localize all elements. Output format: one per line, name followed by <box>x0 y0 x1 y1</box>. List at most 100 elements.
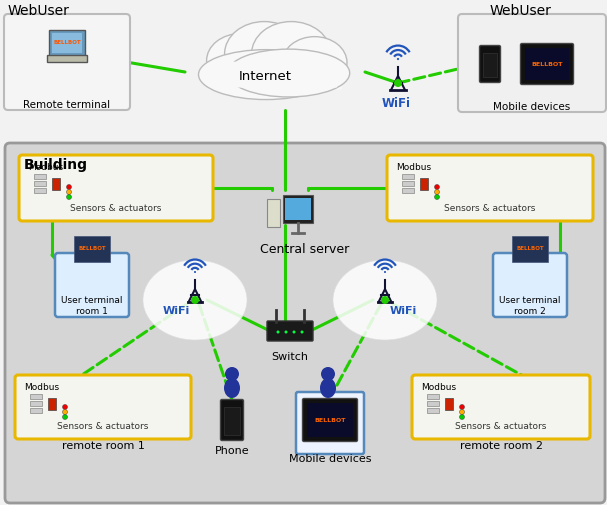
Text: Internet: Internet <box>239 71 291 83</box>
Circle shape <box>435 184 439 189</box>
Bar <box>30 408 42 413</box>
Bar <box>420 178 428 190</box>
Circle shape <box>63 410 67 415</box>
Bar <box>512 236 548 262</box>
Text: Modbus: Modbus <box>24 383 59 392</box>
FancyBboxPatch shape <box>208 57 342 89</box>
Text: Mobile devices: Mobile devices <box>289 454 371 464</box>
Text: BELLBOT: BELLBOT <box>516 246 544 251</box>
Circle shape <box>381 296 389 304</box>
Bar <box>402 174 414 179</box>
Text: User terminal
room 1: User terminal room 1 <box>61 296 123 316</box>
Bar <box>525 48 569 80</box>
Text: Remote terminal: Remote terminal <box>24 100 110 110</box>
Ellipse shape <box>320 378 336 398</box>
FancyBboxPatch shape <box>458 14 606 112</box>
Text: Modbus: Modbus <box>28 163 63 172</box>
FancyBboxPatch shape <box>55 253 129 317</box>
Bar <box>285 198 311 220</box>
Text: Phone: Phone <box>215 446 249 456</box>
FancyBboxPatch shape <box>15 375 191 439</box>
Bar <box>402 188 414 193</box>
Ellipse shape <box>251 22 331 86</box>
Circle shape <box>277 330 279 333</box>
Circle shape <box>459 410 464 415</box>
Bar <box>30 401 42 406</box>
Text: WebUser: WebUser <box>8 4 70 18</box>
Ellipse shape <box>143 260 247 340</box>
Bar <box>52 178 60 190</box>
Text: WebUser: WebUser <box>490 4 552 18</box>
Text: WiFi: WiFi <box>382 97 410 110</box>
Circle shape <box>67 184 72 189</box>
FancyBboxPatch shape <box>19 155 213 221</box>
Circle shape <box>67 189 72 194</box>
Text: BELLBOT: BELLBOT <box>531 62 563 67</box>
FancyBboxPatch shape <box>267 321 313 341</box>
Text: WiFi: WiFi <box>390 306 417 316</box>
FancyBboxPatch shape <box>520 43 574 84</box>
Circle shape <box>225 367 239 381</box>
Text: remote room 1: remote room 1 <box>61 441 144 451</box>
Bar <box>267 199 280 227</box>
Text: Sensors & actuators: Sensors & actuators <box>455 422 547 431</box>
Bar <box>47 55 87 62</box>
Circle shape <box>321 367 335 381</box>
Ellipse shape <box>333 260 437 340</box>
Circle shape <box>397 58 399 60</box>
Bar <box>283 195 313 223</box>
Circle shape <box>194 271 196 273</box>
Text: BELLBOT: BELLBOT <box>78 246 106 251</box>
Bar <box>427 408 439 413</box>
Circle shape <box>459 405 464 410</box>
Bar <box>34 174 46 179</box>
Bar <box>445 398 453 410</box>
Circle shape <box>459 415 464 420</box>
FancyBboxPatch shape <box>296 392 364 454</box>
Bar <box>48 398 56 410</box>
Circle shape <box>63 405 67 410</box>
Text: Central server: Central server <box>260 243 350 256</box>
Circle shape <box>67 194 72 199</box>
FancyBboxPatch shape <box>302 398 358 441</box>
Ellipse shape <box>198 49 333 99</box>
Bar <box>34 181 46 186</box>
Text: Building: Building <box>24 158 88 172</box>
Bar <box>483 53 497 77</box>
Bar <box>402 181 414 186</box>
Ellipse shape <box>227 49 350 97</box>
Circle shape <box>285 330 288 333</box>
FancyBboxPatch shape <box>220 399 243 440</box>
Bar <box>52 33 82 53</box>
Circle shape <box>435 194 439 199</box>
Ellipse shape <box>206 33 275 87</box>
FancyBboxPatch shape <box>387 155 593 221</box>
Text: remote room 2: remote room 2 <box>459 441 543 451</box>
FancyBboxPatch shape <box>493 253 567 317</box>
Text: Mobile devices: Mobile devices <box>493 102 571 112</box>
FancyBboxPatch shape <box>5 143 605 503</box>
Circle shape <box>293 330 296 333</box>
Text: WiFi: WiFi <box>163 306 190 316</box>
Circle shape <box>63 415 67 420</box>
Text: Modbus: Modbus <box>421 383 456 392</box>
Text: Sensors & actuators: Sensors & actuators <box>70 204 161 213</box>
Bar <box>49 30 85 56</box>
Text: Modbus: Modbus <box>396 163 431 172</box>
FancyBboxPatch shape <box>480 45 501 82</box>
Bar <box>427 401 439 406</box>
Bar <box>427 394 439 399</box>
Bar <box>74 236 110 262</box>
Circle shape <box>300 330 304 333</box>
Text: User terminal
room 2: User terminal room 2 <box>499 296 561 316</box>
Bar <box>307 403 353 437</box>
Circle shape <box>384 271 386 273</box>
Text: Sensors & actuators: Sensors & actuators <box>57 422 149 431</box>
Text: Sensors & actuators: Sensors & actuators <box>444 204 536 213</box>
Ellipse shape <box>282 37 347 89</box>
Text: Switch: Switch <box>271 352 308 362</box>
Bar <box>224 407 240 435</box>
Bar <box>30 394 42 399</box>
Ellipse shape <box>225 22 304 86</box>
Circle shape <box>394 79 402 87</box>
